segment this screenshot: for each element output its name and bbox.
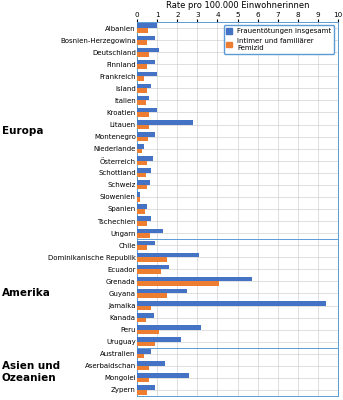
Bar: [137, 108, 157, 112]
Bar: [137, 76, 144, 81]
Bar: [137, 132, 155, 137]
Bar: [137, 48, 159, 52]
Bar: [137, 221, 147, 226]
Bar: [137, 28, 148, 33]
Bar: [137, 390, 147, 394]
Bar: [137, 185, 147, 190]
Bar: [137, 257, 167, 262]
Bar: [137, 60, 155, 64]
Bar: [137, 318, 146, 322]
Title: Rate pro 100.000 Einwohnerinnen: Rate pro 100.000 Einwohnerinnen: [166, 1, 309, 10]
Bar: [137, 64, 147, 69]
Bar: [137, 124, 149, 129]
Bar: [137, 192, 140, 197]
Legend: Frauentötungen insgesamt, Intimer und familiärer
Femizid: Frauentötungen insgesamt, Intimer und fa…: [224, 26, 334, 54]
Bar: [137, 197, 140, 202]
Bar: [137, 180, 150, 185]
Bar: [137, 84, 151, 88]
Bar: [137, 269, 161, 274]
Bar: [137, 294, 167, 298]
Bar: [137, 342, 155, 346]
Bar: [137, 301, 326, 306]
Bar: [137, 168, 151, 173]
Bar: [137, 120, 193, 124]
Bar: [137, 313, 154, 318]
Bar: [137, 349, 151, 354]
Bar: [137, 337, 181, 342]
Bar: [137, 289, 187, 294]
Bar: [137, 330, 159, 334]
Bar: [137, 253, 199, 257]
Bar: [137, 281, 220, 286]
Bar: [137, 373, 189, 378]
Bar: [137, 209, 145, 214]
Bar: [137, 378, 149, 382]
Bar: [137, 40, 147, 45]
Text: Asien und
Ozeanien: Asien und Ozeanien: [2, 361, 60, 383]
Bar: [137, 112, 149, 117]
Text: Amerika: Amerika: [2, 288, 50, 298]
Bar: [137, 306, 151, 310]
Bar: [137, 36, 155, 40]
Bar: [137, 265, 169, 269]
Bar: [137, 88, 147, 93]
Bar: [137, 361, 165, 366]
Bar: [137, 228, 163, 233]
Bar: [137, 149, 142, 153]
Bar: [137, 24, 157, 28]
Bar: [137, 52, 149, 57]
Bar: [137, 216, 151, 221]
Bar: [137, 144, 144, 149]
Bar: [137, 385, 155, 390]
Bar: [137, 156, 153, 161]
Bar: [137, 173, 146, 177]
Bar: [137, 366, 149, 370]
Bar: [137, 233, 150, 238]
Bar: [137, 354, 144, 358]
Bar: [137, 325, 201, 330]
Text: Europa: Europa: [2, 126, 43, 136]
Bar: [137, 72, 157, 76]
Bar: [137, 277, 251, 281]
Bar: [137, 137, 148, 141]
Bar: [137, 100, 146, 105]
Bar: [137, 96, 149, 100]
Bar: [137, 161, 147, 165]
Bar: [137, 204, 147, 209]
Bar: [137, 245, 147, 250]
Bar: [137, 241, 155, 245]
